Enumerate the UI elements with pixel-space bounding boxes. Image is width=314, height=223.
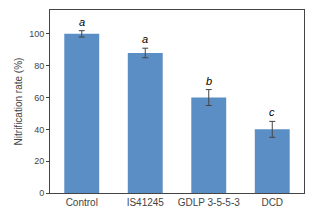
svg-text:80: 80 [34,61,44,71]
svg-text:DCD: DCD [261,197,283,208]
svg-text:0: 0 [39,188,44,198]
svg-text:100: 100 [29,29,44,39]
svg-text:Nitrification rate (%): Nitrification rate (%) [13,58,24,146]
svg-text:Control: Control [66,197,98,208]
svg-text:a: a [79,16,85,28]
svg-text:c: c [269,106,275,118]
svg-text:a: a [142,33,148,45]
svg-text:60: 60 [34,93,44,103]
svg-text:b: b [206,75,212,87]
svg-text:20: 20 [34,156,44,166]
svg-text:40: 40 [34,125,44,135]
svg-text:IS41245: IS41245 [127,197,165,208]
svg-text:GDLP 3-5-5-3: GDLP 3-5-5-3 [178,197,241,208]
